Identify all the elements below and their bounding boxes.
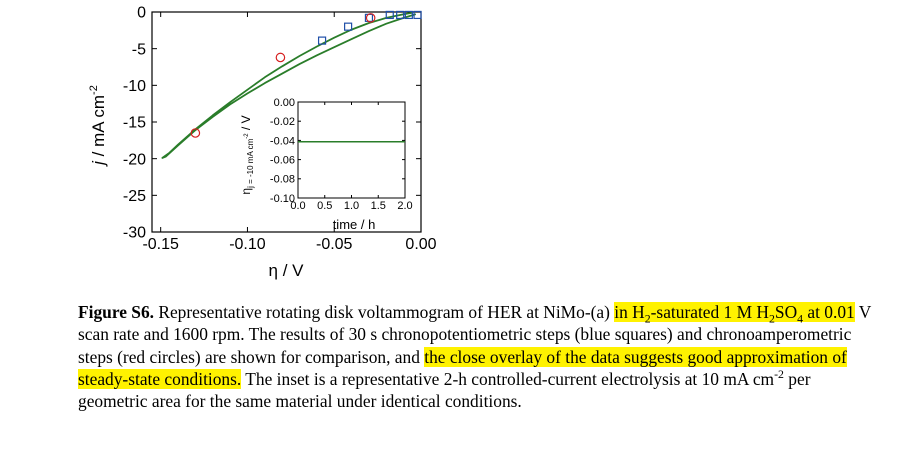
- main-series-line-0: [161, 11, 417, 159]
- caption-superscript: -2: [774, 367, 784, 382]
- caption-highlight-1: in H2-saturated 1 M H2SO4 at 0.01: [614, 302, 855, 326]
- caption-text-4: per geometric area for the same material…: [78, 368, 811, 412]
- main-y-tick-label: -30: [123, 225, 146, 242]
- caption-text-2: V scan rate and 1600 rpm. The results of…: [78, 302, 872, 367]
- main-xlabel: η / V: [269, 261, 305, 280]
- inset-ylabel: ηj = -10 mA cm-2 / V: [239, 115, 255, 194]
- inset-x-tick-label: 0.0: [290, 200, 305, 212]
- main-y-tick-label: -25: [123, 188, 146, 205]
- inset-y-tick-label: -0.10: [270, 193, 295, 205]
- main-square-point: [396, 10, 405, 20]
- main-x-tick-label: -0.15: [142, 236, 179, 253]
- main-x-tick-label: -0.05: [316, 236, 353, 253]
- inset-x-tick-label: 1.0: [344, 200, 359, 212]
- figure-caption: Figure S6. Representative rotating disk …: [78, 301, 878, 412]
- main-square-point: [317, 36, 327, 45]
- inset-x-tick-label: 2.0: [397, 200, 412, 212]
- main-circle-point: [365, 13, 376, 23]
- caption-text-3: The inset is a representative 2-h contro…: [241, 368, 775, 389]
- main-y-tick-label: 0: [137, 5, 146, 22]
- main-x-tick-label: 0.00: [405, 236, 436, 253]
- inset-xlabel: time / h: [333, 217, 376, 232]
- inset-y-tick-label: -0.02: [270, 116, 295, 128]
- main-y-tick-label: -5: [132, 41, 146, 58]
- inset-frame: [297, 101, 406, 199]
- inset-x-tick-label: 1.5: [371, 200, 386, 212]
- inset-y-tick-label: -0.04: [270, 135, 295, 147]
- inset-x-tick-label: 0.5: [317, 200, 332, 212]
- caption-text-1: Representative rotating disk voltammogra…: [154, 302, 615, 322]
- figure-s6: -0.15 -0.10 -0.05 0.00 0 -5 -10 -15 -20 -25 -30 j …: [88, 5, 437, 280]
- main-ylabel: j / mA cm-2: [88, 85, 108, 167]
- inset-y-tick-label: -0.08: [270, 174, 295, 186]
- main-circle-point: [275, 52, 286, 63]
- main-y-tick-label: -15: [123, 115, 146, 132]
- main-square-point: [344, 22, 353, 31]
- main-y-tick-label: -10: [123, 78, 146, 95]
- main-circle-point: [190, 128, 201, 138]
- main-y-tick-label: -20: [123, 151, 146, 168]
- inset-y-tick-label: 0.00: [274, 97, 295, 109]
- main-square-point: [385, 10, 394, 20]
- main-plot: -0.15 -0.10 -0.05 0.00 0 -5 -10 -15 -20 -25 -30: [123, 5, 437, 253]
- main-square-point: [413, 10, 422, 20]
- main-x-tick-label: -0.10: [229, 236, 266, 253]
- main-square-point: [404, 10, 413, 20]
- caption-label: Figure S6.: [78, 302, 155, 322]
- inset-y-tick-label: -0.06: [270, 154, 295, 166]
- inset-plot: 0.0 0.5 1.0 1.5 2.0 0.00 -0.02 -0.04 -0.06 -0.08 -…: [270, 97, 413, 212]
